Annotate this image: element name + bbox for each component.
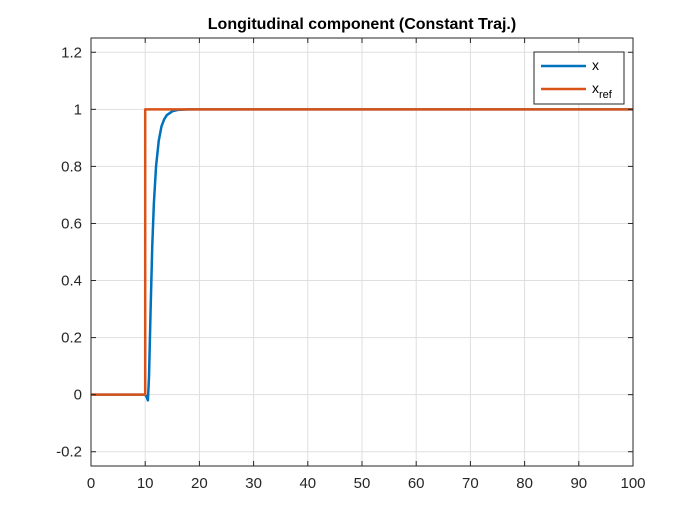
- chart-title: Longitudinal component (Constant Traj.): [208, 16, 516, 33]
- legend-entry-label: xref: [592, 80, 613, 101]
- legend-entry-label: x: [592, 57, 599, 73]
- y-tick-label: -0.2: [56, 444, 82, 461]
- x-tick-label: 70: [462, 475, 479, 492]
- x-tick-label: 90: [570, 475, 587, 492]
- x-tick-label: 20: [191, 475, 208, 492]
- y-tick-label: 0: [74, 387, 82, 404]
- x-tick-label: 60: [408, 475, 425, 492]
- y-tick-label: 0.8: [61, 158, 82, 175]
- x-tick-label: 40: [299, 475, 316, 492]
- series-lines: [91, 108, 633, 402]
- y-tick-label: 0.2: [61, 330, 82, 347]
- y-tick-label: 1.2: [61, 44, 82, 61]
- y-tick-label: 0.6: [61, 215, 82, 232]
- y-tick-label: 1: [74, 101, 82, 118]
- series-line-x-ref: [91, 108, 633, 396]
- x-tick-label: 80: [516, 475, 533, 492]
- x-tick-label: 10: [137, 475, 154, 492]
- legend-box: [533, 51, 625, 105]
- x-tick-label: 30: [245, 475, 262, 492]
- x-tick-label: 0: [87, 475, 95, 492]
- x-tick-label: 100: [620, 475, 645, 492]
- axis-ticks: 0 10 20 30 40 50 60 70 80 90 100 -0.2 0 0.2 0.4 0.6 0.8 1…: [56, 38, 646, 492]
- x-tick-label: 50: [354, 475, 371, 492]
- y-tick-label: 0.4: [61, 273, 82, 290]
- legend: x xref: [533, 51, 625, 105]
